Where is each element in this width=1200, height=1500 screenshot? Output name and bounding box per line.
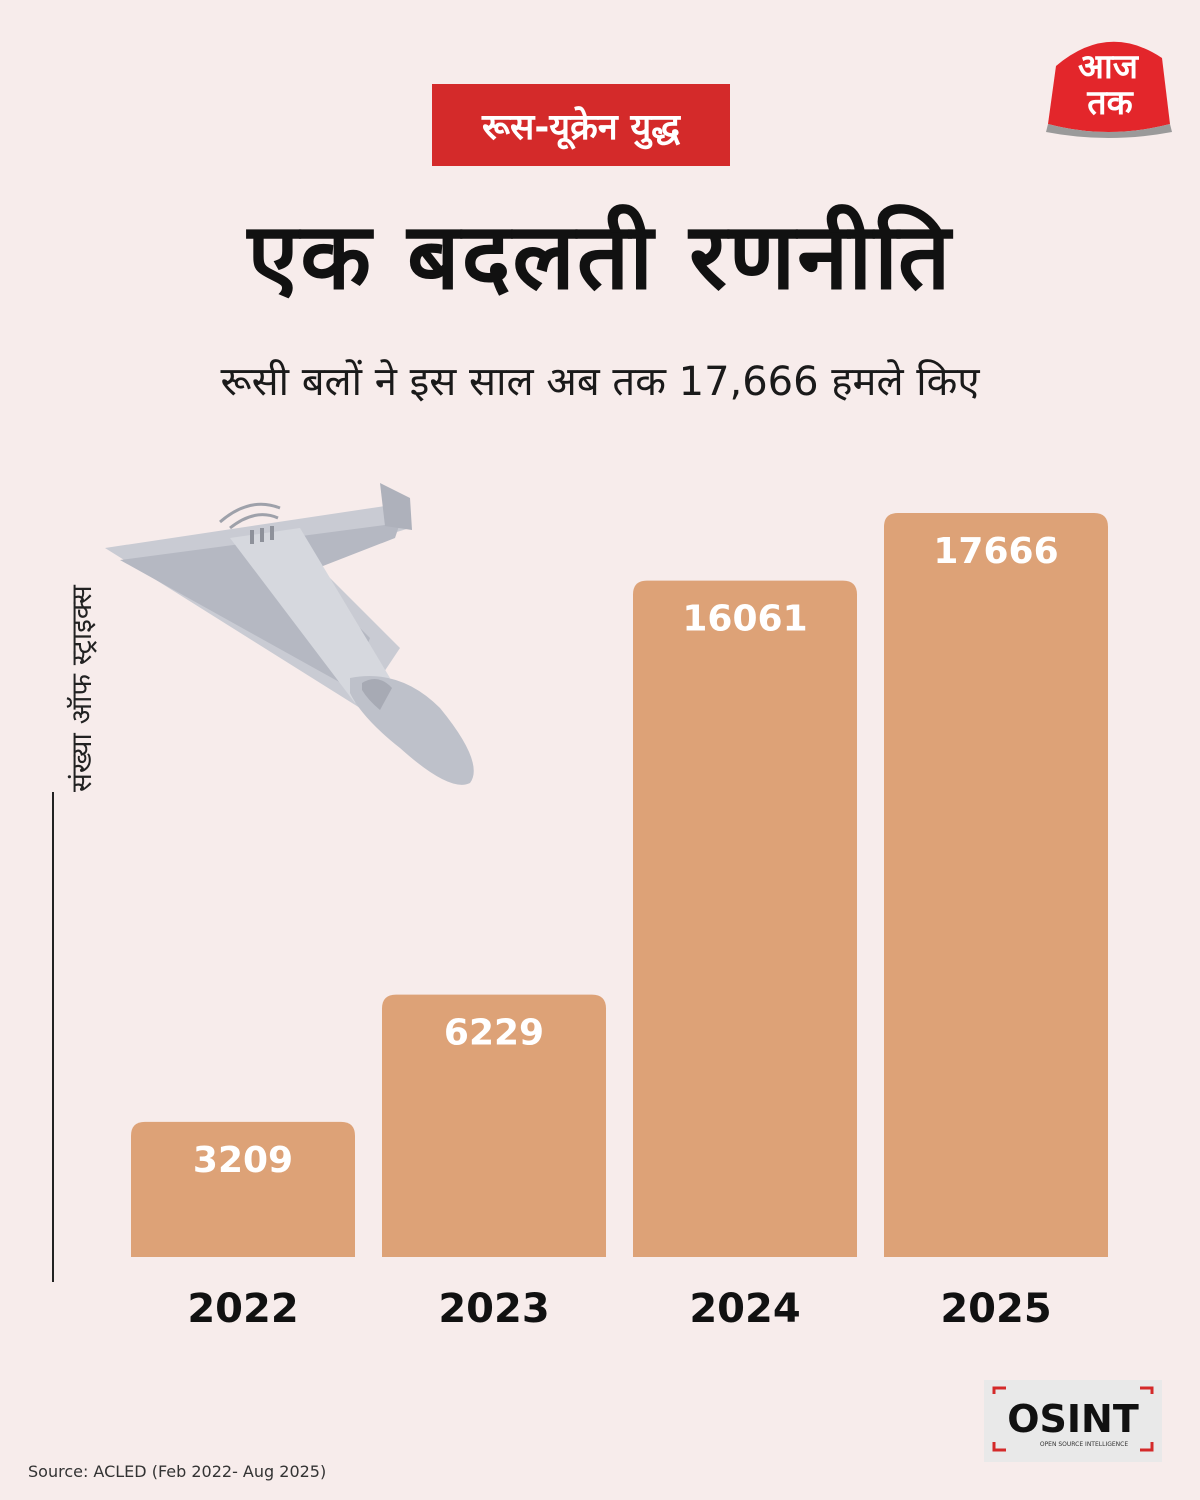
bar-value-label: 16061 <box>682 599 807 640</box>
bar-2024 <box>633 580 857 1257</box>
page-title: एक बदलती रणनीति <box>247 203 953 310</box>
x-tick-label: 2023 <box>438 1286 549 1332</box>
bar-2022 <box>131 1121 355 1257</box>
x-tick-label: 2022 <box>187 1286 298 1332</box>
drone-illustration <box>100 478 520 798</box>
x-tick-label: 2025 <box>940 1286 1051 1332</box>
bar-value-label: 3209 <box>193 1140 293 1181</box>
svg-text:आज: आज <box>1078 47 1140 87</box>
svg-text:तक: तक <box>1086 83 1134 123</box>
section-tag: रूस-यूक्रेन युद्ध <box>432 84 730 166</box>
svg-text:OSINT: OSINT <box>1007 1397 1139 1441</box>
bar-2025 <box>884 513 1108 1257</box>
bar-2023 <box>382 994 606 1257</box>
aajtak-logo: आज तक <box>1038 28 1178 138</box>
y-axis-line <box>52 792 54 1282</box>
svg-text:OPEN SOURCE INTELLIGENCE: OPEN SOURCE INTELLIGENCE <box>1040 1441 1128 1448</box>
bar-value-label: 6229 <box>444 1013 544 1054</box>
source-note: Source: ACLED (Feb 2022- Aug 2025) <box>28 1462 327 1481</box>
page-subtitle: रूसी बलों ने इस साल अब तक 17,666 हमले कि… <box>220 359 980 405</box>
osint-logo: OSINT OPEN SOURCE INTELLIGENCE <box>984 1380 1162 1462</box>
bar-value-label: 17666 <box>933 531 1058 572</box>
x-tick-label: 2024 <box>689 1286 800 1332</box>
